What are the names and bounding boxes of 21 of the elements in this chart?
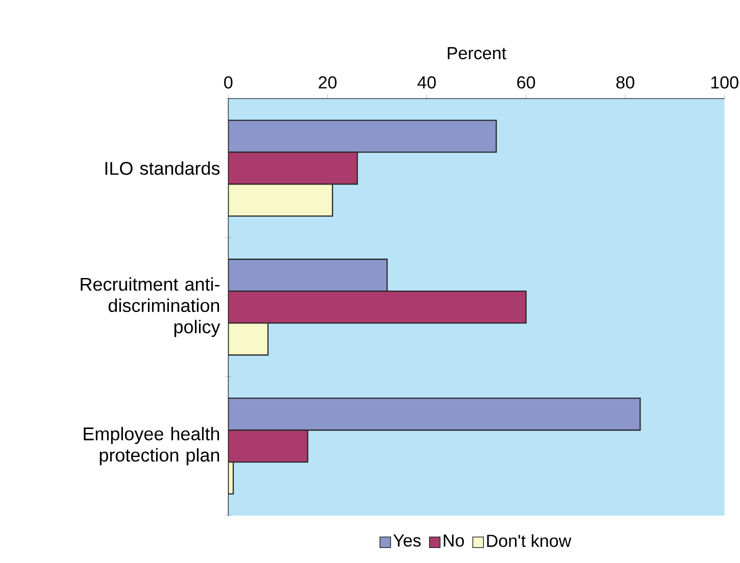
x-tick-label: 80 (616, 76, 634, 89)
bar (228, 258, 388, 292)
x-axis-title: Percent (448, 47, 506, 60)
bar (228, 120, 497, 153)
bar (228, 398, 641, 431)
x-tick-label: 60 (517, 76, 536, 89)
x-tick-label: 100 (711, 76, 738, 89)
bar (228, 290, 527, 324)
y-tick-label: Employee health protection plan (84, 426, 220, 466)
x-tick-label: 20 (318, 76, 337, 89)
x-tick-label: 0 (224, 76, 232, 89)
x-tick-label: 40 (418, 76, 436, 89)
bar (228, 430, 308, 463)
bar (228, 152, 358, 185)
y-tick-label: ILO standards (105, 161, 220, 175)
bar (228, 322, 269, 356)
legend-label: Don't know (487, 534, 572, 548)
legend-label: No (444, 534, 464, 547)
bar (228, 184, 334, 217)
legend-label: Yes (393, 534, 421, 547)
y-tick-label: Recruitment anti-discrimination policy (80, 277, 220, 337)
